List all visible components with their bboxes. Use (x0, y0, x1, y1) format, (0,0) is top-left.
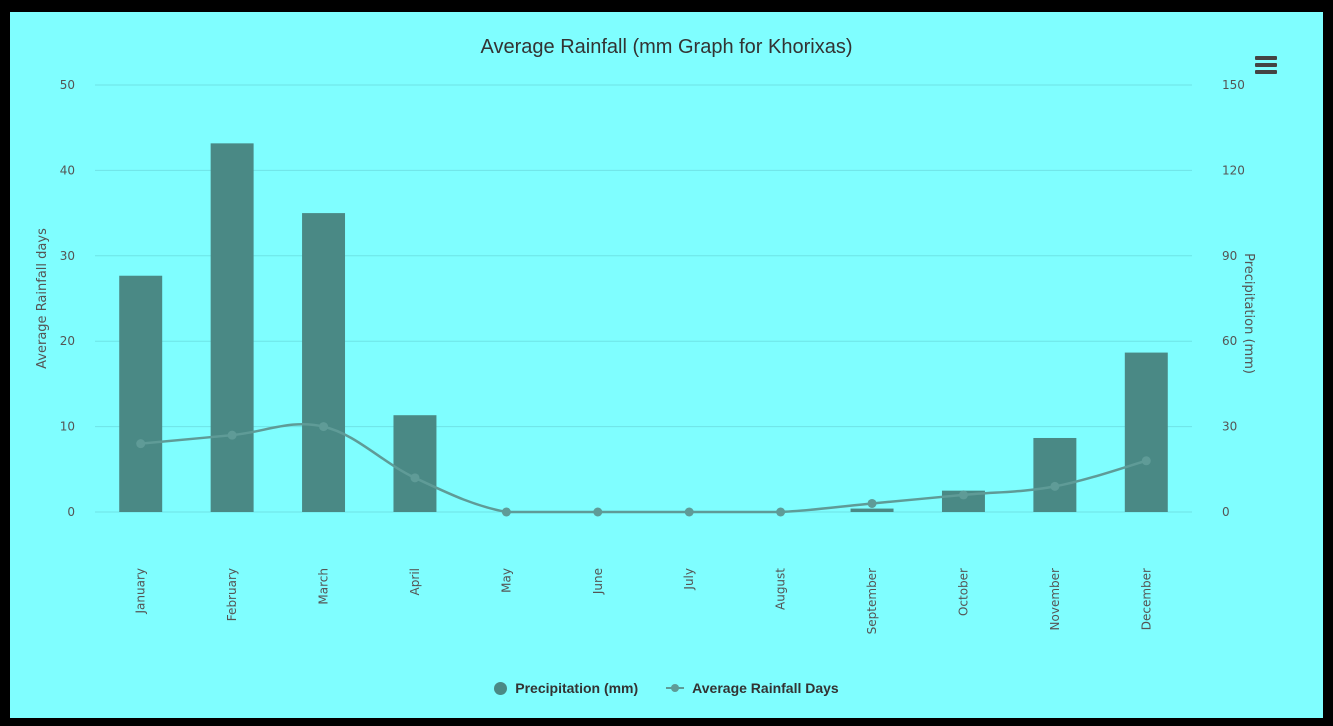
chart-menu-button[interactable] (1255, 56, 1277, 76)
rain-days-point (684, 507, 694, 517)
x-tick-label: November (1048, 568, 1062, 630)
y-right-axis-title: Precipitation (mm) (1241, 253, 1256, 374)
axes-labels: 0 10 20 30 40 50 0 30 60 90 120 150 Average Rainfall… (35, 78, 1256, 634)
chart-legend: Precipitation (mm) Average Rainfall Days (10, 680, 1323, 696)
x-tick-label: May (499, 568, 513, 593)
rain-days-point (501, 507, 511, 517)
rain-days-point (319, 422, 329, 432)
precipitation-bar (1124, 352, 1168, 512)
x-tick-label: February (225, 568, 239, 621)
precipitation-bars (119, 143, 1168, 512)
rain-days-series-line (140, 422, 1147, 514)
y-left-tick-label: 40 (60, 163, 75, 177)
rain-days-point (227, 430, 237, 440)
rain-days-point (867, 498, 877, 508)
y-right-tick-label: 120 (1222, 163, 1245, 177)
y-left-tick-label: 30 (60, 249, 75, 263)
x-tick-label: July (682, 568, 696, 591)
chart-title: Average Rainfall (mm Graph for Khorixas) (480, 36, 853, 58)
chart-canvas: 0 10 20 30 40 50 0 30 60 90 120 150 Average Rainfall… (35, 78, 1256, 634)
legend-label-precipitation: Precipitation (mm) (515, 680, 639, 696)
x-tick-label: October (956, 568, 970, 616)
y-left-axis-title: Average Rainfall days (35, 228, 50, 369)
y-left-tick-label: 10 (60, 420, 75, 434)
precipitation-bar (1033, 437, 1077, 512)
rain-days-point (410, 473, 420, 483)
legend-line-marker-icon (666, 684, 685, 692)
legend-dot-icon (494, 681, 508, 695)
rain-days-point (958, 490, 968, 500)
y-right-tick-label: 90 (1222, 249, 1237, 263)
rain-days-point (1141, 456, 1151, 466)
x-tick-label: June (591, 568, 605, 595)
y-right-tick-label: 150 (1222, 78, 1245, 92)
rain-days-point (776, 507, 786, 517)
legend-item-precipitation[interactable]: Precipitation (mm) (494, 680, 638, 696)
rain-days-line (136, 422, 1151, 517)
x-tick-label: September (865, 568, 879, 634)
precipitation-bar (302, 213, 346, 512)
chart-frame: 0 10 20 30 40 50 0 30 60 90 120 150 Average Rainfall… (10, 12, 1323, 718)
y-left-tick-label: 20 (60, 334, 75, 348)
rain-days-point (136, 439, 146, 449)
hamburger-menu-icon (1255, 56, 1277, 60)
precipitation-bar (393, 415, 437, 512)
x-tick-label: March (317, 568, 331, 605)
precipitation-bar (850, 508, 894, 512)
x-tick-label: December (1139, 568, 1153, 630)
y-right-tick-label: 30 (1222, 420, 1237, 434)
x-tick-label: January (134, 568, 148, 615)
legend-item-rain-days[interactable]: Average Rainfall Days (666, 680, 839, 696)
grid-lines (95, 84, 1192, 513)
rain-days-point (593, 507, 603, 517)
y-right-tick-label: 60 (1222, 334, 1237, 348)
x-tick-label: April (408, 568, 422, 595)
legend-label-rain-days: Average Rainfall Days (692, 680, 839, 696)
y-right-tick-label: 0 (1222, 505, 1230, 519)
rain-days-point (1050, 481, 1060, 491)
x-tick-label: August (774, 568, 788, 610)
y-left-tick-label: 50 (60, 78, 75, 92)
y-left-tick-label: 0 (67, 505, 75, 519)
precipitation-bar (119, 275, 163, 512)
precipitation-bar (210, 143, 254, 512)
